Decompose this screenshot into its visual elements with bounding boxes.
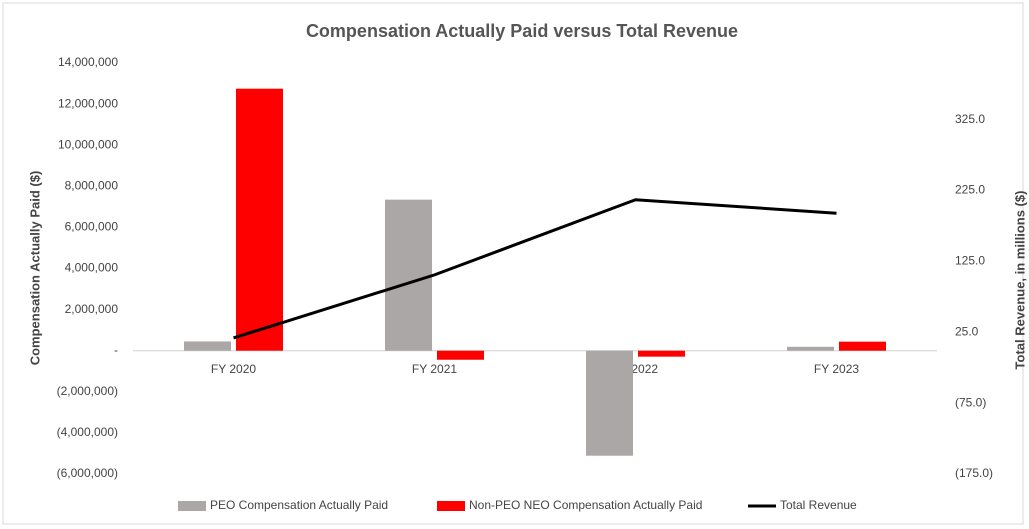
bar (787, 346, 834, 351)
legend-swatch (437, 501, 465, 511)
x-tick-label: FY 2023 (814, 362, 859, 376)
y-tick-label: 14,000,000 (58, 55, 118, 69)
legend-label: Total Revenue (780, 498, 857, 512)
bar (839, 341, 886, 351)
y-tick-label: 4,000,000 (65, 261, 119, 275)
y2-tick-label: 225.0 (955, 183, 985, 197)
bar (586, 350, 633, 456)
legend-swatch (178, 501, 206, 511)
y-tick-label: 6,000,000 (65, 220, 119, 234)
bar (385, 199, 432, 351)
y2-tick-label: 125.0 (955, 254, 985, 268)
x-tick-label: FY 2020 (211, 362, 256, 376)
y2-axis-title: Total Revenue, in millions ($) (1012, 191, 1027, 370)
y2-tick-label: 325.0 (955, 112, 985, 126)
y2-tick-label: 25.0 (955, 324, 979, 338)
bar (236, 88, 283, 351)
legend-label: PEO Compensation Actually Paid (210, 498, 388, 512)
y-axis-title: Compensation Actually Paid ($) (27, 171, 42, 366)
y-tick-label: 10,000,000 (58, 137, 118, 151)
y2-tick-label: (175.0) (955, 466, 993, 480)
x-tick-label: FY 2021 (412, 362, 457, 376)
y-tick-label: (4,000,000) (57, 425, 118, 439)
legend-label: Non-PEO NEO Compensation Actually Paid (469, 498, 702, 512)
y-tick-label: (6,000,000) (57, 466, 118, 480)
y2-tick-label: (75.0) (955, 395, 986, 409)
line (233, 198, 837, 340)
bar (184, 341, 231, 351)
y-tick-label: - (114, 343, 118, 357)
y-tick-label: 12,000,000 (58, 96, 118, 110)
bar (638, 350, 685, 357)
bar (437, 350, 484, 360)
y-tick-label: 8,000,000 (65, 178, 119, 192)
y-tick-label: (2,000,000) (57, 384, 118, 398)
y-tick-label: 2,000,000 (65, 302, 119, 316)
chart-title: Compensation Actually Paid versus Total … (306, 21, 738, 41)
